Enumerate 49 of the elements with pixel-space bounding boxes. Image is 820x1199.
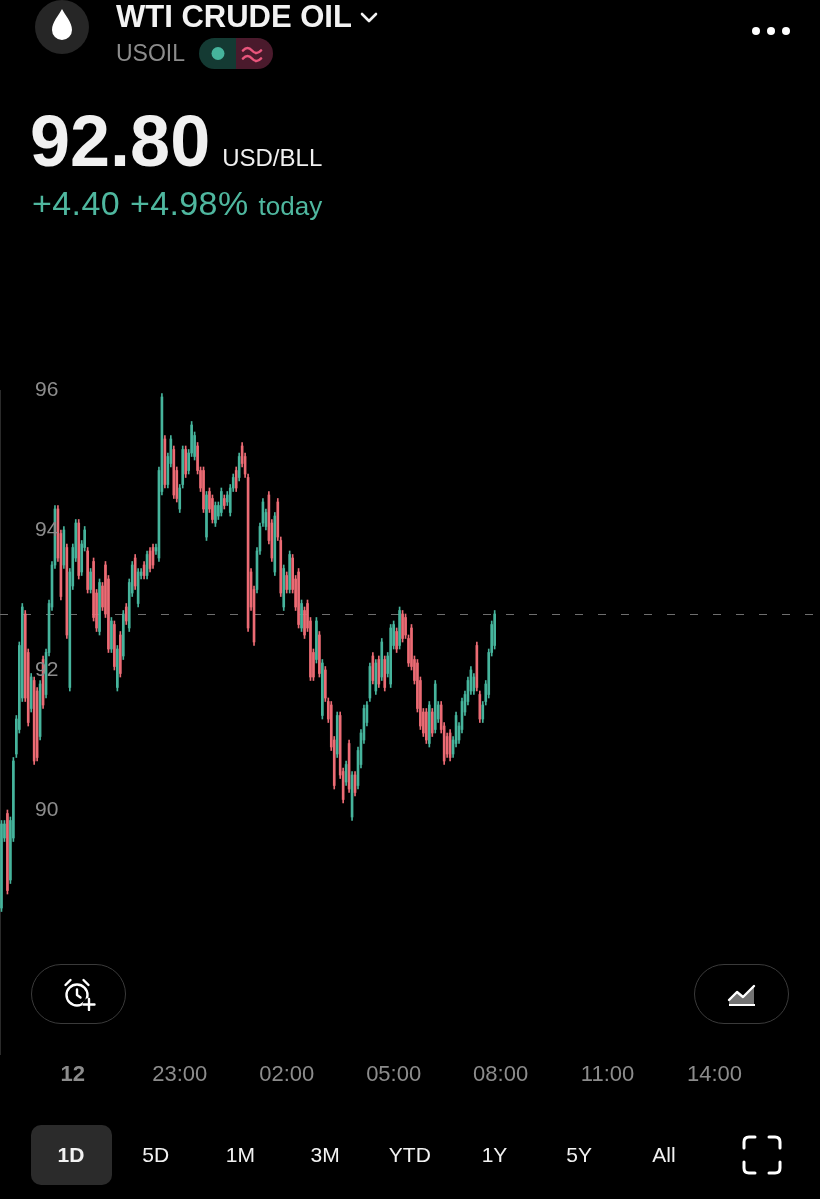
candlestick	[315, 617, 318, 664]
candlestick	[119, 631, 122, 678]
candlestick	[89, 568, 92, 594]
chart-subtitle: USOIL	[116, 39, 186, 67]
candlestick	[389, 624, 393, 688]
candlestick	[395, 627, 398, 653]
text: 92.80	[30, 100, 211, 182]
y-tick-label: 90	[35, 796, 59, 820]
candlestick	[220, 487, 223, 517]
candlestick	[300, 599, 303, 632]
candlestick	[425, 708, 428, 744]
candlestick	[0, 820, 3, 912]
candlestick	[297, 568, 300, 629]
x-tick-label: 12	[60, 1061, 86, 1087]
text: 5D	[142, 1143, 170, 1167]
candlestick	[6, 809, 9, 895]
candlestick	[202, 466, 205, 513]
candlestick	[116, 645, 119, 692]
candlestick	[110, 617, 113, 653]
text: 1M	[225, 1143, 255, 1167]
candlestick	[222, 494, 226, 510]
text: 3M	[310, 1143, 340, 1167]
x-tick-label: 23:00	[152, 1061, 208, 1087]
text: 1D	[57, 1143, 85, 1167]
chart-title: WTI CRUDE OIL	[116, 0, 352, 35]
x-tick-label: 02:00	[259, 1061, 315, 1087]
x-tick-label: 05:00	[366, 1061, 422, 1087]
candlestick	[401, 610, 404, 643]
candlestick	[321, 659, 324, 720]
text: today	[258, 191, 323, 222]
candlestick	[398, 606, 401, 650]
text: All	[652, 1143, 676, 1167]
candlestick	[427, 701, 431, 748]
x-tick-label: 11:00	[580, 1061, 635, 1087]
y-tick-label: 96	[35, 376, 59, 400]
candlestick	[98, 578, 101, 636]
text: +4.40 +4.98%	[32, 184, 249, 223]
candlestick	[86, 547, 89, 594]
candlestick	[113, 620, 116, 671]
candlestick	[214, 501, 217, 527]
candlestick	[288, 550, 291, 594]
x-tick-label: 14:00	[687, 1061, 743, 1087]
candlestick	[318, 631, 321, 678]
text: USD/BLL	[222, 144, 323, 172]
text: YTD	[388, 1143, 431, 1167]
text: 5Y	[566, 1143, 593, 1167]
text: 1Y	[481, 1143, 508, 1167]
x-tick-label: 08:00	[473, 1061, 529, 1087]
candlestick	[205, 491, 208, 541]
